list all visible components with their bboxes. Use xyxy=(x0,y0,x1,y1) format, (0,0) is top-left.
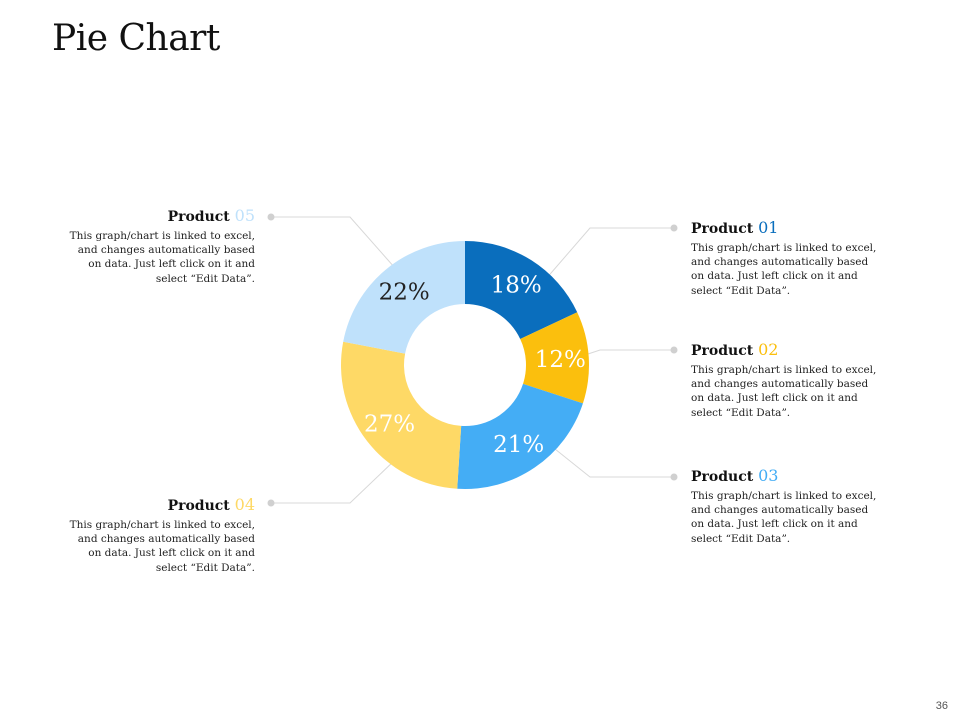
product-number: 02 xyxy=(758,340,779,359)
callout-text: This graph/chart is linked to excel, and… xyxy=(691,364,877,419)
product-label: Product xyxy=(691,343,754,359)
product-number: 01 xyxy=(758,218,779,237)
callout-product-03: Product 03 This graph/chart is linked to… xyxy=(691,466,881,546)
leader-line-product-05 xyxy=(272,216,396,269)
pie-label-product-04: 27% xyxy=(364,412,415,438)
pie-slice-product-05 xyxy=(343,241,465,354)
leader-dot-product-01 xyxy=(670,224,678,232)
pie-slice-product-04 xyxy=(341,341,462,489)
leader-dot-product-02 xyxy=(670,346,678,354)
leader-lines xyxy=(267,213,678,507)
callout-text: This graph/chart is linked to excel, and… xyxy=(69,519,255,574)
pie-label-product-05: 22% xyxy=(379,279,430,305)
callout-heading: Product 04 xyxy=(65,495,255,514)
callout-text: This graph/chart is linked to excel, and… xyxy=(69,230,255,285)
product-label: Product xyxy=(691,469,754,485)
callout-text: This graph/chart is linked to excel, and… xyxy=(691,242,877,297)
callout-product-05: Product 05 This graph/chart is linked to… xyxy=(65,206,255,286)
product-label: Product xyxy=(167,498,230,514)
product-number: 05 xyxy=(234,206,255,225)
product-label: Product xyxy=(691,221,754,237)
leader-dot-product-04 xyxy=(267,499,275,507)
product-label: Product xyxy=(167,209,230,225)
product-number: 03 xyxy=(758,466,779,485)
page-number: 36 xyxy=(935,700,948,712)
callout-text: This graph/chart is linked to excel, and… xyxy=(691,490,877,545)
product-number: 04 xyxy=(234,495,255,514)
callout-heading: Product 05 xyxy=(65,206,255,225)
pie-slice-product-02 xyxy=(520,312,589,404)
callout-product-02: Product 02 This graph/chart is linked to… xyxy=(691,340,881,420)
leader-dot-product-03 xyxy=(670,473,678,481)
pie-label-product-01: 18% xyxy=(491,272,542,298)
leader-line-product-04 xyxy=(272,459,396,504)
page-title: Pie Chart xyxy=(52,18,220,59)
callout-heading: Product 01 xyxy=(691,218,881,237)
callout-heading: Product 02 xyxy=(691,340,881,359)
leader-dot-product-05 xyxy=(267,213,275,221)
callout-heading: Product 03 xyxy=(691,466,881,485)
callout-product-04: Product 04 This graph/chart is linked to… xyxy=(65,495,255,575)
leader-line-product-01 xyxy=(544,227,672,281)
pie-slice-product-03 xyxy=(457,383,583,489)
pie-label-product-02: 12% xyxy=(535,347,586,373)
pie-slice-product-01 xyxy=(465,241,578,340)
leader-line-product-03 xyxy=(549,444,672,478)
pie-slices xyxy=(341,241,589,489)
callout-product-01: Product 01 This graph/chart is linked to… xyxy=(691,218,881,298)
pie-label-product-03: 21% xyxy=(493,432,544,458)
leader-line-product-02 xyxy=(584,349,672,356)
pie-labels: 18% 12% 21% 27% 22% xyxy=(364,272,586,458)
